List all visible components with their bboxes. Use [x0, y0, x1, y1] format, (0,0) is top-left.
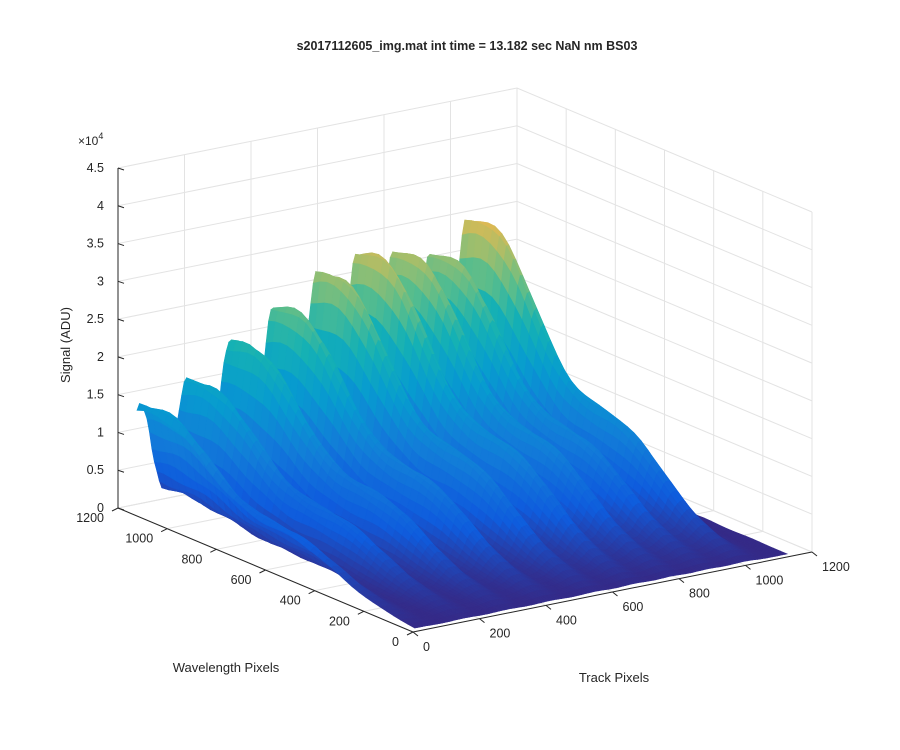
grid-line-z	[117, 238, 813, 364]
surface-plot	[136, 219, 789, 629]
grid-line-z	[117, 87, 813, 213]
grid-line-z	[117, 200, 813, 326]
grid-line-z	[117, 163, 813, 289]
grid-line-z	[117, 125, 813, 251]
